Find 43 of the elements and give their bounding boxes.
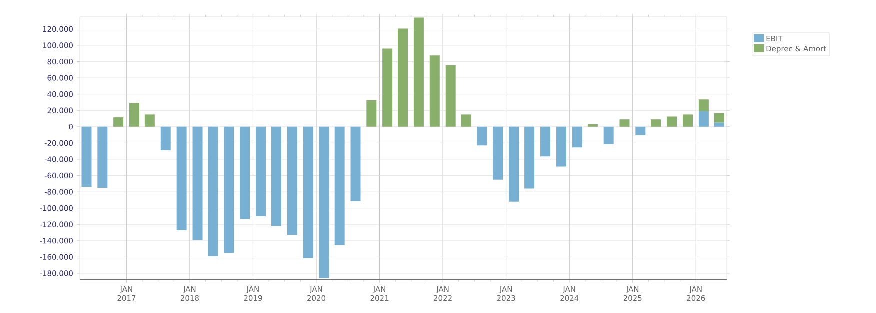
- bar: [98, 126, 108, 188]
- bar: [240, 126, 250, 220]
- bar: [350, 126, 361, 202]
- bar: [334, 126, 345, 246]
- bar: [493, 126, 504, 180]
- bar: [271, 126, 282, 226]
- bar: [208, 126, 218, 256]
- bar: [667, 116, 678, 127]
- bar: [256, 126, 266, 216]
- bar: [572, 126, 582, 148]
- bar: [714, 113, 724, 123]
- bar: [698, 111, 709, 127]
- bar: [192, 126, 203, 240]
- bar: [620, 120, 630, 127]
- bar: [382, 48, 393, 127]
- bar: [636, 126, 646, 136]
- bar: [446, 65, 456, 127]
- bar: [540, 126, 550, 157]
- bar: [524, 126, 535, 189]
- bar: [144, 114, 155, 127]
- bar: [588, 124, 598, 127]
- bar: [509, 126, 520, 202]
- bar: [366, 100, 377, 127]
- bar: [556, 126, 566, 167]
- bar: [604, 126, 614, 144]
- bar: [398, 28, 408, 127]
- bar: [129, 103, 140, 127]
- bar: [114, 118, 124, 127]
- bar: [430, 56, 440, 127]
- bar: [160, 126, 171, 151]
- bar: [176, 126, 187, 230]
- bar: [714, 122, 724, 127]
- bar: [651, 120, 662, 127]
- bar: [319, 126, 330, 278]
- bar: [303, 126, 314, 258]
- bar: [414, 18, 424, 127]
- bar: [82, 126, 92, 188]
- bar: [477, 126, 488, 146]
- bar: [287, 126, 298, 236]
- bar: [461, 114, 472, 127]
- bar: [698, 100, 709, 112]
- bar: [682, 114, 693, 127]
- bar: [224, 126, 234, 254]
